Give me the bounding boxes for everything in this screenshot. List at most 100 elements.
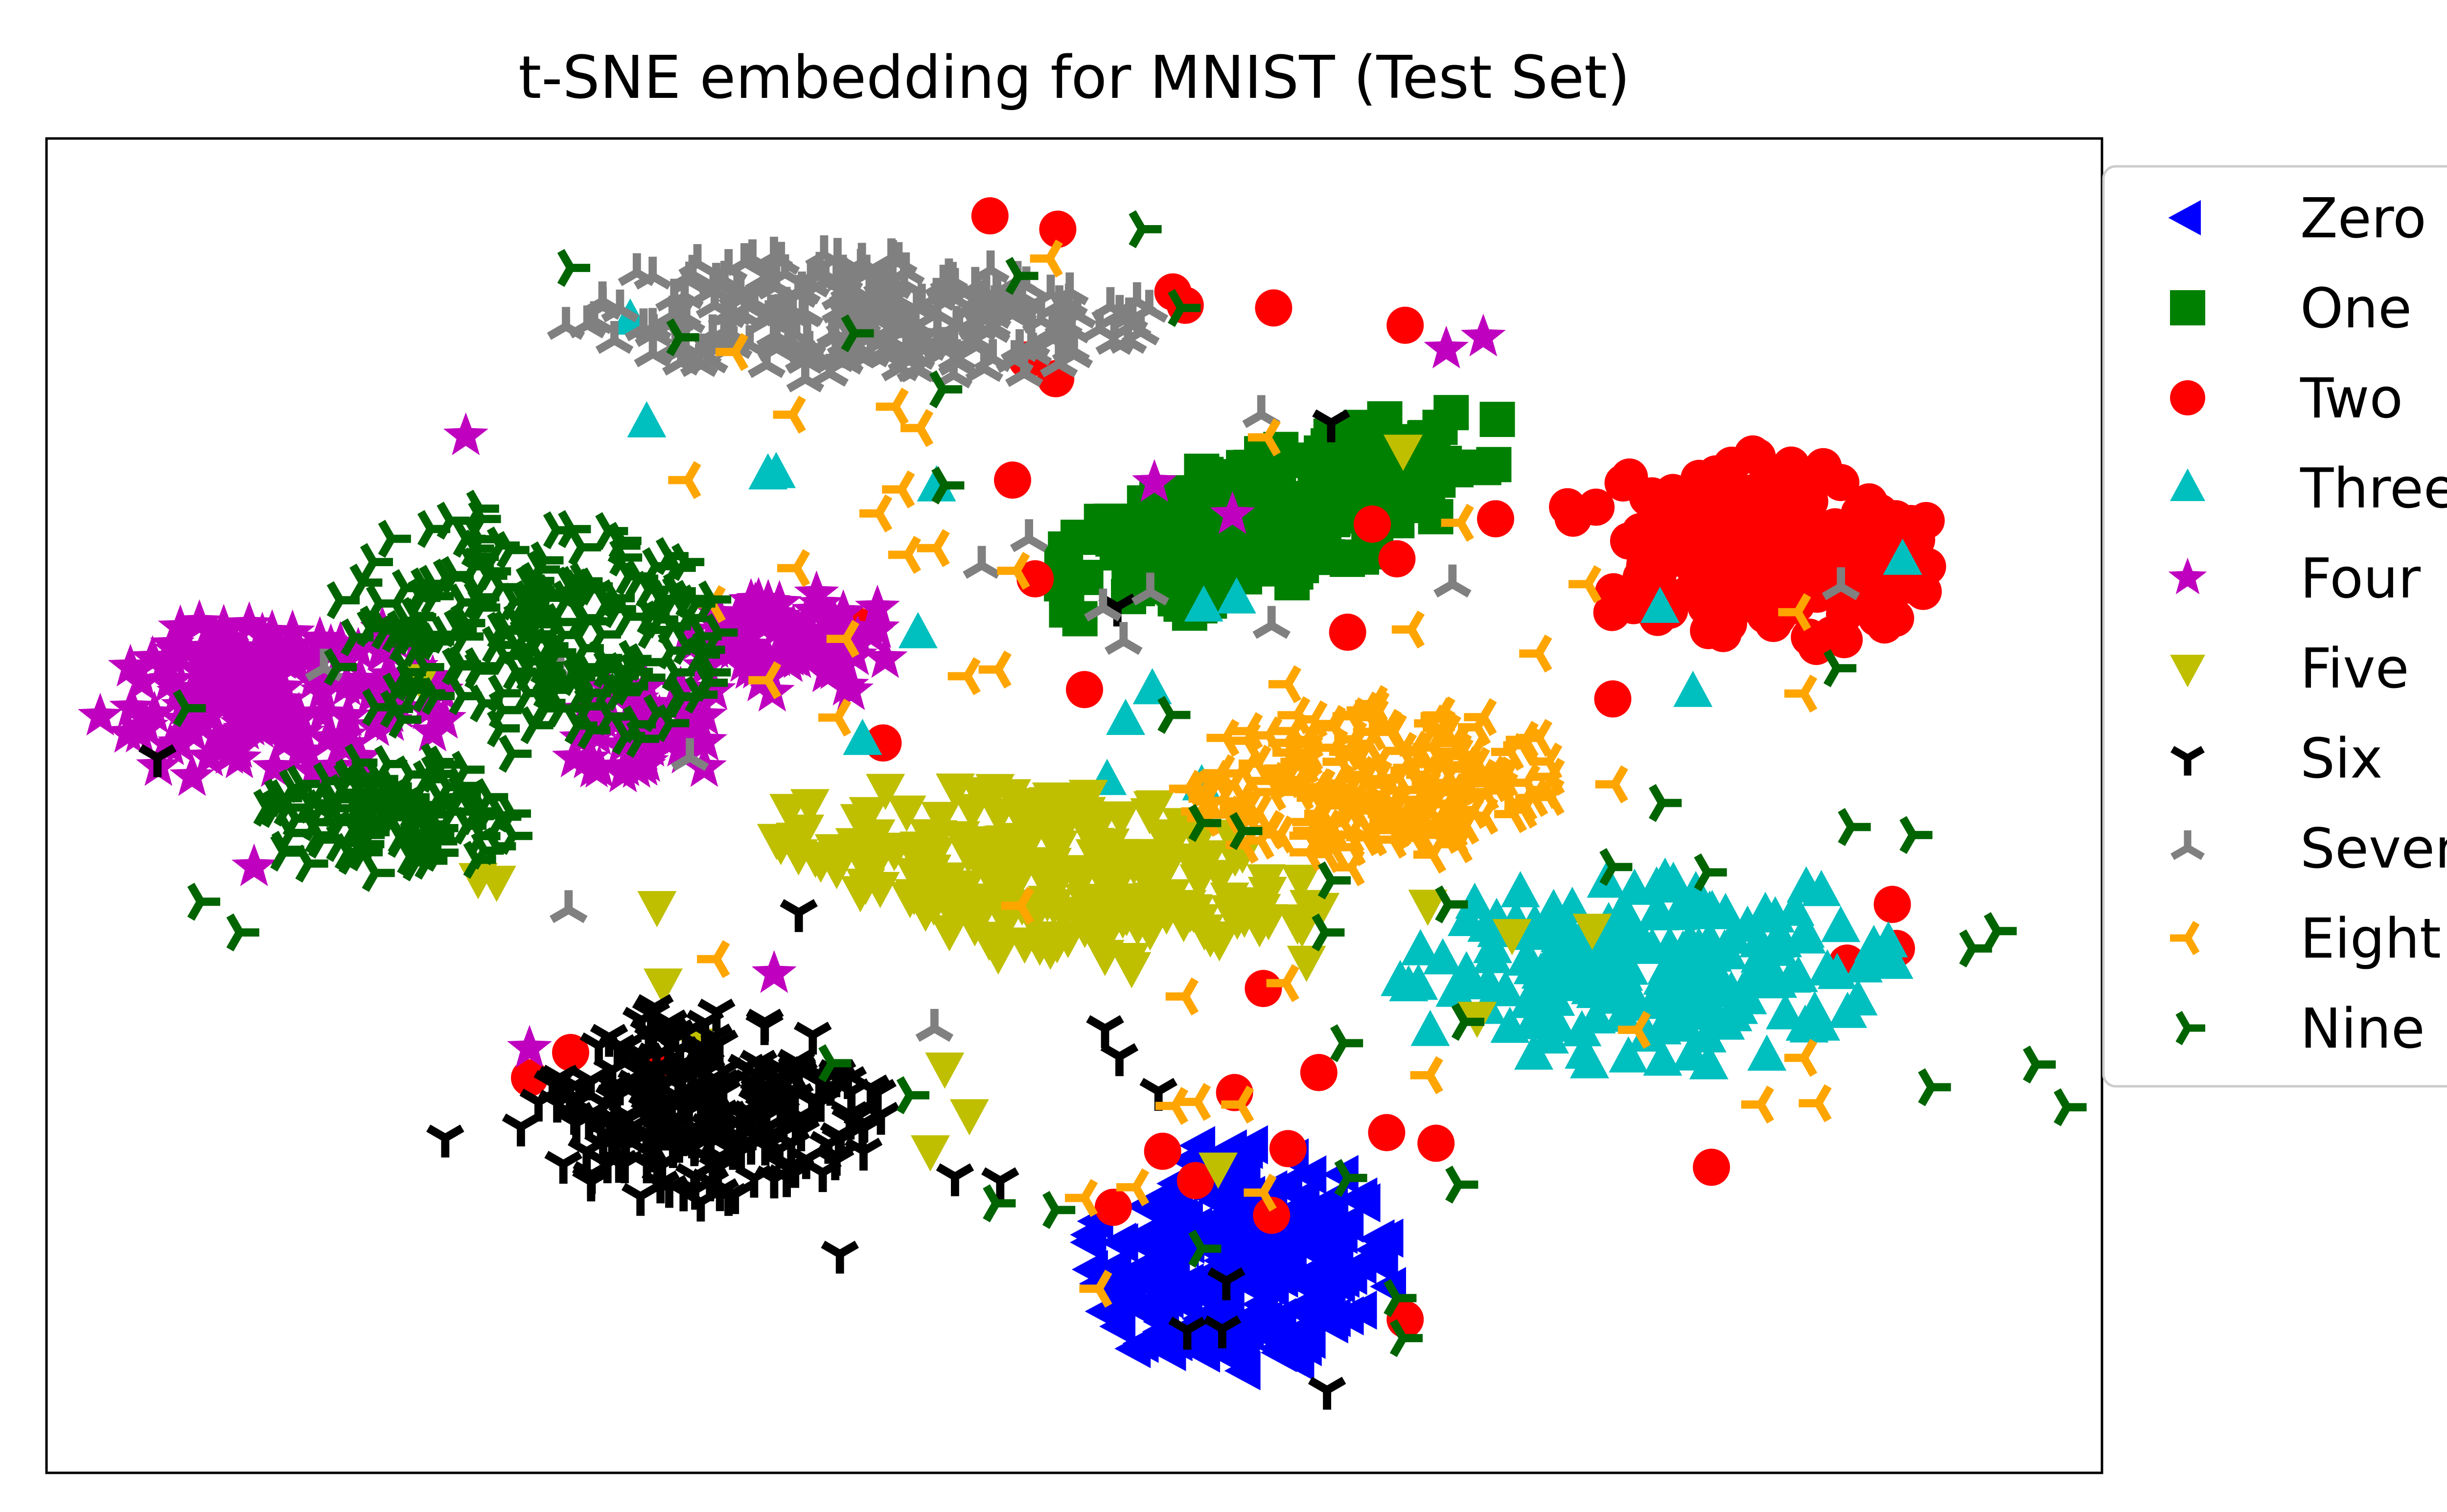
point-five (1043, 795, 1083, 831)
point-five (785, 814, 825, 851)
point-two (1354, 505, 1391, 543)
point-zero (1132, 1186, 1169, 1226)
point-seven (1822, 567, 1860, 600)
point-three (1687, 1016, 1727, 1053)
point-four (279, 728, 325, 772)
point-zero (1254, 1233, 1291, 1272)
point-four (195, 713, 241, 756)
point-nine (349, 563, 383, 602)
point-three (1785, 911, 1825, 948)
point-two (1866, 606, 1903, 644)
point-five (936, 773, 975, 810)
point-two (1742, 586, 1779, 623)
point-seven (756, 265, 794, 298)
point-two (1368, 1114, 1406, 1151)
point-nine (271, 830, 304, 869)
point-four (565, 735, 610, 779)
point-zero (1151, 1189, 1188, 1229)
point-eight (1478, 756, 1511, 795)
point-zero (1095, 1247, 1131, 1287)
point-nine (671, 543, 705, 581)
point-three (1632, 927, 1672, 964)
point-seven (624, 308, 663, 342)
legend-marker-zero (2168, 200, 2201, 235)
point-five (1117, 843, 1157, 879)
point-three (1821, 906, 1861, 942)
point-two (1862, 569, 1900, 607)
point-four (270, 609, 315, 652)
legend-marker-six (2170, 746, 2205, 776)
point-eight (978, 650, 1012, 689)
point-two (1822, 464, 1860, 502)
series-eight (668, 239, 1832, 1308)
point-four (1131, 459, 1177, 502)
point-five (769, 794, 809, 830)
point-three (898, 612, 938, 648)
point-zero (1309, 1194, 1345, 1234)
point-nine (1188, 804, 1222, 842)
point-four (619, 687, 664, 731)
point-nine (450, 617, 484, 656)
point-five (906, 895, 946, 932)
point-three (1673, 670, 1713, 707)
point-eight (1116, 1168, 1150, 1207)
point-two (1144, 1132, 1181, 1170)
point-three (1643, 1039, 1683, 1076)
point-nine (674, 599, 707, 637)
point-six (801, 1089, 840, 1122)
point-zero (1134, 1211, 1171, 1250)
point-five (1106, 897, 1145, 934)
point-one (1274, 565, 1310, 600)
point-nine (1129, 210, 1162, 249)
point-nine (1229, 812, 1263, 850)
legend: Zero One Two Three Four Five Six Seven Eight Nine (2102, 165, 2447, 1088)
point-three (1401, 929, 1440, 965)
point-four (199, 610, 245, 653)
point-four (810, 596, 856, 639)
point-two (994, 461, 1031, 499)
point-three (1106, 699, 1145, 735)
point-eight (1296, 779, 1330, 817)
point-eight (1155, 1087, 1189, 1125)
point-two (1245, 970, 1282, 1008)
point-five (952, 794, 992, 830)
point-three (1469, 963, 1508, 1000)
point-nine (465, 647, 498, 686)
point-two (1826, 595, 1864, 633)
point-three (1512, 914, 1552, 950)
point-three (1598, 977, 1638, 1014)
point-eight (876, 388, 909, 426)
point-one (1325, 449, 1361, 485)
point-three (1670, 921, 1709, 958)
point-four (751, 950, 797, 993)
point-seven (1104, 622, 1143, 655)
point-seven (583, 281, 622, 315)
point-two (1651, 500, 1688, 538)
legend-label-zero: Zero (2300, 187, 2426, 251)
point-three (1627, 1015, 1667, 1052)
point-four (353, 703, 398, 746)
point-nine (496, 531, 530, 569)
point-one (1249, 531, 1285, 567)
series-zero (1070, 1125, 1406, 1391)
point-four (158, 720, 203, 763)
point-three (1785, 1004, 1825, 1041)
point-two (1066, 671, 1103, 709)
point-three (1691, 985, 1730, 1021)
point-five (910, 823, 950, 859)
point-nine (532, 684, 566, 722)
point-five (1054, 856, 1094, 893)
point-four (571, 744, 617, 788)
point-nine (638, 611, 671, 649)
point-four (231, 843, 277, 886)
point-four (325, 693, 370, 736)
point-five (1112, 952, 1152, 988)
point-nine (360, 543, 393, 581)
point-five (1085, 867, 1125, 903)
point-five (1384, 435, 1423, 471)
point-nine (302, 803, 336, 842)
point-eight (1799, 1084, 1832, 1123)
point-four (691, 667, 736, 710)
point-nine (577, 711, 611, 750)
